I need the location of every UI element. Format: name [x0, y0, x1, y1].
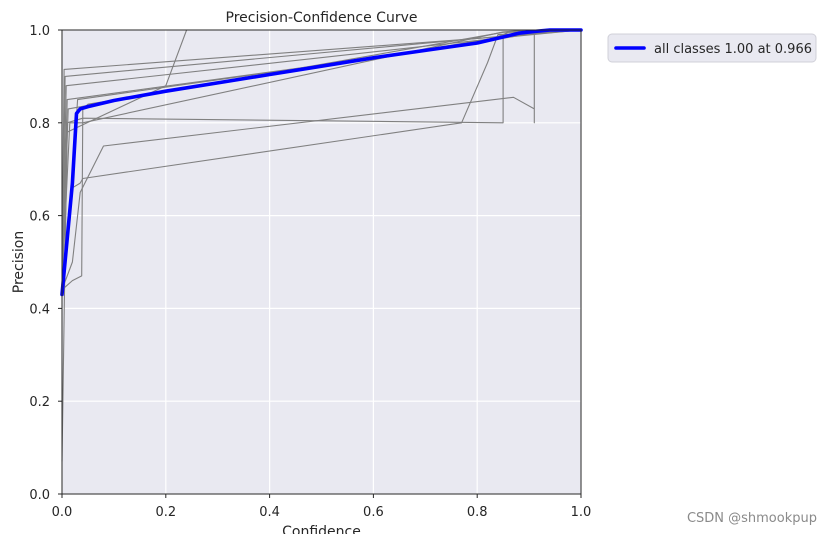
y-tick-label: 1.0: [29, 24, 50, 39]
y-tick-label: 0.8: [29, 117, 50, 132]
plot-area: [62, 30, 581, 494]
x-tick-label: 0.6: [363, 505, 384, 520]
y-tick-label: 0.6: [29, 210, 50, 225]
y-tick-label: 0.2: [29, 395, 50, 410]
class-curve-10: [61, 29, 581, 290]
class-curve-4: [61, 29, 582, 290]
y-axis-label: Precision: [11, 231, 27, 293]
x-tick-label: 0.4: [259, 505, 280, 520]
y-tick-label: 0.4: [29, 302, 50, 317]
legend: all classes 1.00 at 0.966: [607, 33, 817, 63]
watermark: CSDN @shmookpup: [687, 511, 817, 526]
legend-box: [607, 33, 817, 63]
legend-label: all classes 1.00 at 0.966: [654, 42, 812, 57]
class-curve-7: [61, 29, 582, 286]
plot-frame: [61, 29, 582, 495]
x-tick-label: 0.0: [52, 505, 73, 520]
y-tick-label: 0.0: [29, 488, 50, 503]
x-tick-label: 1.0: [571, 505, 592, 520]
x-axis-label: Confidence: [282, 524, 361, 534]
series-line-all-classes: [60, 28, 583, 297]
x-ticks: 0.0 0.2 0.4 0.6 0.8 1.0: [52, 494, 592, 520]
series-lines: [60, 28, 583, 297]
y-ticks: 0.0 0.2 0.4 0.6 0.8 1.0: [29, 24, 62, 503]
x-tick-label: 0.2: [155, 505, 176, 520]
chart-title: Precision-Confidence Curve: [226, 10, 418, 26]
x-tick-label: 0.8: [467, 505, 488, 520]
